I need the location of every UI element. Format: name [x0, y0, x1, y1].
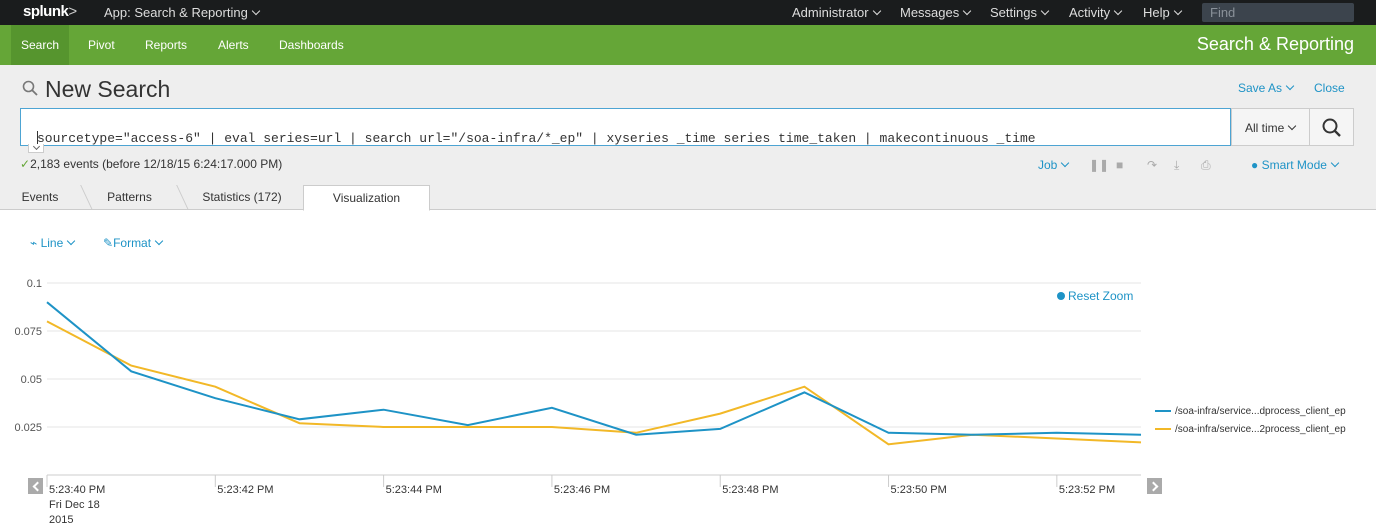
- x-tick-label: 5:23:42 PM: [217, 484, 273, 496]
- tab-divider: [80, 185, 93, 210]
- job-menu[interactable]: Job: [1038, 158, 1070, 172]
- x-tick-label: 5:23:48 PM: [722, 484, 778, 496]
- y-tick-label: 0.1: [27, 278, 42, 290]
- search-query-input[interactable]: sourcetype="access-6" | eval series=url …: [20, 108, 1231, 146]
- line-chart-icon: ⌁: [30, 236, 38, 250]
- chevron-down-icon: [1040, 6, 1050, 16]
- y-tick-label: 0.05: [21, 374, 42, 386]
- chart-scroll-right-button[interactable]: [1147, 478, 1162, 494]
- share-icon[interactable]: ↷: [1147, 158, 1158, 172]
- chart-type-menu[interactable]: ⌁ Line: [30, 236, 76, 250]
- nav-pivot[interactable]: Pivot: [88, 38, 115, 52]
- chevron-down-icon: [1061, 158, 1070, 168]
- x-tick-label: 5:23:52 PM: [1059, 484, 1115, 496]
- nav-dashboards[interactable]: Dashboards: [279, 38, 344, 52]
- nav-alerts[interactable]: Alerts: [218, 38, 249, 52]
- export-icon[interactable]: ⤓: [1174, 158, 1180, 172]
- tab-events[interactable]: Events: [21, 190, 59, 204]
- expand-search-toggle[interactable]: [28, 144, 44, 153]
- top-bar: splunk> App: Search & Reporting Administ…: [0, 0, 1376, 25]
- x-tick-sublabel: Fri Dec 18: [49, 499, 100, 511]
- splunk-logo[interactable]: splunk>: [23, 3, 77, 20]
- x-tick-label: 5:23:50 PM: [891, 484, 947, 496]
- chevron-down-icon: [963, 6, 972, 16]
- pause-icon[interactable]: ❚❚: [1089, 158, 1110, 172]
- y-tick-label: 0.025: [14, 422, 42, 434]
- app-menu[interactable]: App: Search & Reporting: [104, 5, 261, 20]
- page-title: New Search: [45, 76, 171, 102]
- y-tick-label: 0.075: [14, 326, 42, 338]
- chevron-down-icon: [1288, 121, 1297, 131]
- chevron-down-icon: [1330, 158, 1340, 168]
- menu-activity[interactable]: Activity: [1069, 5, 1123, 20]
- nav-search[interactable]: Search: [11, 25, 70, 65]
- lightbulb-icon: ●: [1251, 158, 1259, 172]
- save-as-menu[interactable]: Save As: [1238, 81, 1295, 95]
- format-menu[interactable]: ✎Format: [103, 236, 164, 250]
- menu-messages[interactable]: Messages: [900, 5, 972, 20]
- series-line-1: [46, 301, 1142, 436]
- x-tick-label: 5:23:40 PM: [49, 484, 105, 496]
- series-line-2: [46, 320, 1142, 446]
- results-tabs: Events Patterns Statistics (172) Visuali…: [0, 185, 1376, 211]
- close-button[interactable]: Close: [1314, 81, 1345, 95]
- line-chart[interactable]: 0.025 0.05 0.075 0.1 5:23:40 PM 5:23:42 PM 5:2…: [0, 215, 1150, 530]
- brush-icon: ✎: [103, 236, 114, 250]
- time-range-picker[interactable]: All time: [1231, 108, 1310, 146]
- menu-administrator[interactable]: Administrator: [792, 5, 881, 20]
- check-icon: ✓: [20, 157, 31, 171]
- search-button[interactable]: [1309, 108, 1354, 146]
- search-icon: [22, 80, 38, 96]
- legend-item-series-2[interactable]: /soa-infra/service...2process_client_ep: [1155, 424, 1346, 435]
- find-input[interactable]: Find: [1202, 3, 1354, 22]
- stop-icon[interactable]: ■: [1116, 158, 1124, 172]
- app-nav-bar: Search Pivot Reports Alerts Dashboards S…: [0, 25, 1376, 65]
- text-cursor: [37, 131, 38, 145]
- menu-help[interactable]: Help: [1143, 5, 1182, 20]
- tab-patterns[interactable]: Patterns: [107, 190, 152, 204]
- event-status: ✓2,183 events (before 12/18/15 6:24:17.0…: [20, 157, 283, 171]
- chevron-down-icon: [251, 6, 261, 16]
- search-mode-menu[interactable]: ● Smart Mode: [1251, 158, 1340, 172]
- tab-visualization[interactable]: Visualization: [303, 185, 430, 211]
- chevron-down-icon: [1113, 6, 1123, 16]
- app-title: Search & Reporting: [1196, 34, 1354, 54]
- chevron-down-icon: [1285, 81, 1295, 91]
- tab-divider: [176, 185, 189, 210]
- legend-swatch: [1155, 410, 1171, 413]
- reset-zoom-icon: [1057, 292, 1065, 300]
- nav-reports[interactable]: Reports: [145, 38, 188, 52]
- search-query-text: sourcetype="access-6" | eval series=url …: [37, 131, 1036, 146]
- tab-statistics[interactable]: Statistics (172): [202, 190, 282, 204]
- chart-scroll-left-button[interactable]: [28, 478, 43, 494]
- print-icon[interactable]: ⎙: [1201, 158, 1211, 172]
- x-tick-sublabel: 2015: [49, 514, 73, 526]
- chevron-down-icon: [872, 6, 881, 16]
- legend-swatch: [1155, 428, 1171, 431]
- reset-zoom-button[interactable]: Reset Zoom: [1057, 289, 1133, 303]
- menu-settings[interactable]: Settings: [990, 5, 1050, 20]
- chevron-down-icon: [1173, 6, 1182, 16]
- x-tick-label: 5:23:44 PM: [386, 484, 442, 496]
- x-tick-label: 5:23:46 PM: [554, 484, 610, 496]
- legend-item-series-1[interactable]: /soa-infra/service...dprocess_client_ep: [1155, 406, 1346, 417]
- search-icon: [1322, 118, 1341, 137]
